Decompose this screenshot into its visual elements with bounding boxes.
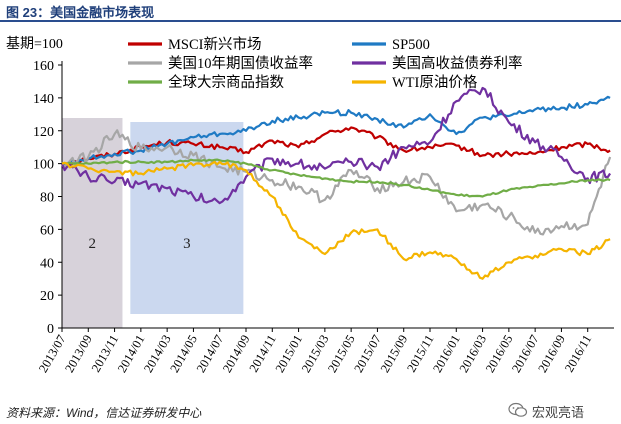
y-tick-label: 100 xyxy=(33,158,54,173)
y-tick-label: 160 xyxy=(33,59,54,74)
period-band-2 xyxy=(62,118,123,328)
legend-label-4: 美国高收益债券利率 xyxy=(392,55,523,72)
series-line-6 xyxy=(61,160,611,280)
y-tick-label: 0 xyxy=(47,322,54,337)
y-tick-label: 80 xyxy=(40,191,54,206)
figure-title: 图 23：美国金融市场表现 xyxy=(6,5,155,20)
y-tick-label: 60 xyxy=(40,223,54,238)
legend-label-5: 全球大宗商品指数 xyxy=(168,73,284,91)
period-label-2: 2 xyxy=(88,236,96,252)
y-tick-label: 140 xyxy=(33,92,54,107)
series-line-4 xyxy=(60,86,612,205)
watermark: 宏观亮语 xyxy=(508,400,620,420)
series-line-3 xyxy=(61,129,612,236)
period-band-3 xyxy=(130,122,244,314)
legend-label-3: 美国10年期国债收益率 xyxy=(168,55,313,72)
legend-label-2: SP500 xyxy=(392,37,430,53)
y-tick-label: 120 xyxy=(33,125,54,140)
y-tick-label: 40 xyxy=(40,256,54,271)
series-line-2 xyxy=(61,95,611,166)
legend-label-1: MSCI新兴市场 xyxy=(168,36,261,53)
period-label-3: 3 xyxy=(183,236,191,252)
source-note: 资料来源：Wind，信达证券研发中心 xyxy=(6,406,202,420)
figure-title-bar: 图 23：美国金融市场表现 xyxy=(0,0,621,22)
legend-label-6: WTI原油价格 xyxy=(392,74,478,91)
watermark-text: 宏观亮语 xyxy=(532,405,585,420)
wechat-icon xyxy=(508,402,528,417)
series-line-5 xyxy=(61,158,611,198)
y-tick-label: 20 xyxy=(40,289,54,304)
y-axis-label: 基期=100 xyxy=(6,35,63,52)
